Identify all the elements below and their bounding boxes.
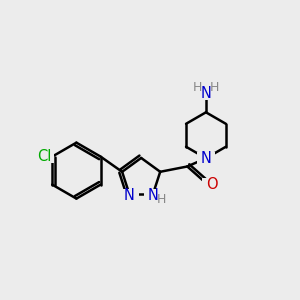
Text: N: N — [200, 151, 211, 166]
Bar — [35, 150, 54, 163]
Bar — [196, 152, 215, 165]
Text: N: N — [124, 188, 135, 203]
Bar — [120, 189, 139, 202]
Bar — [196, 87, 215, 101]
Text: H: H — [157, 193, 166, 206]
Text: N: N — [148, 188, 158, 203]
Bar — [202, 178, 221, 191]
Text: H: H — [192, 81, 202, 94]
Bar — [143, 189, 162, 202]
Text: N: N — [200, 86, 211, 101]
Text: Cl: Cl — [38, 149, 52, 164]
Text: O: O — [206, 177, 217, 192]
Text: H: H — [210, 81, 220, 94]
